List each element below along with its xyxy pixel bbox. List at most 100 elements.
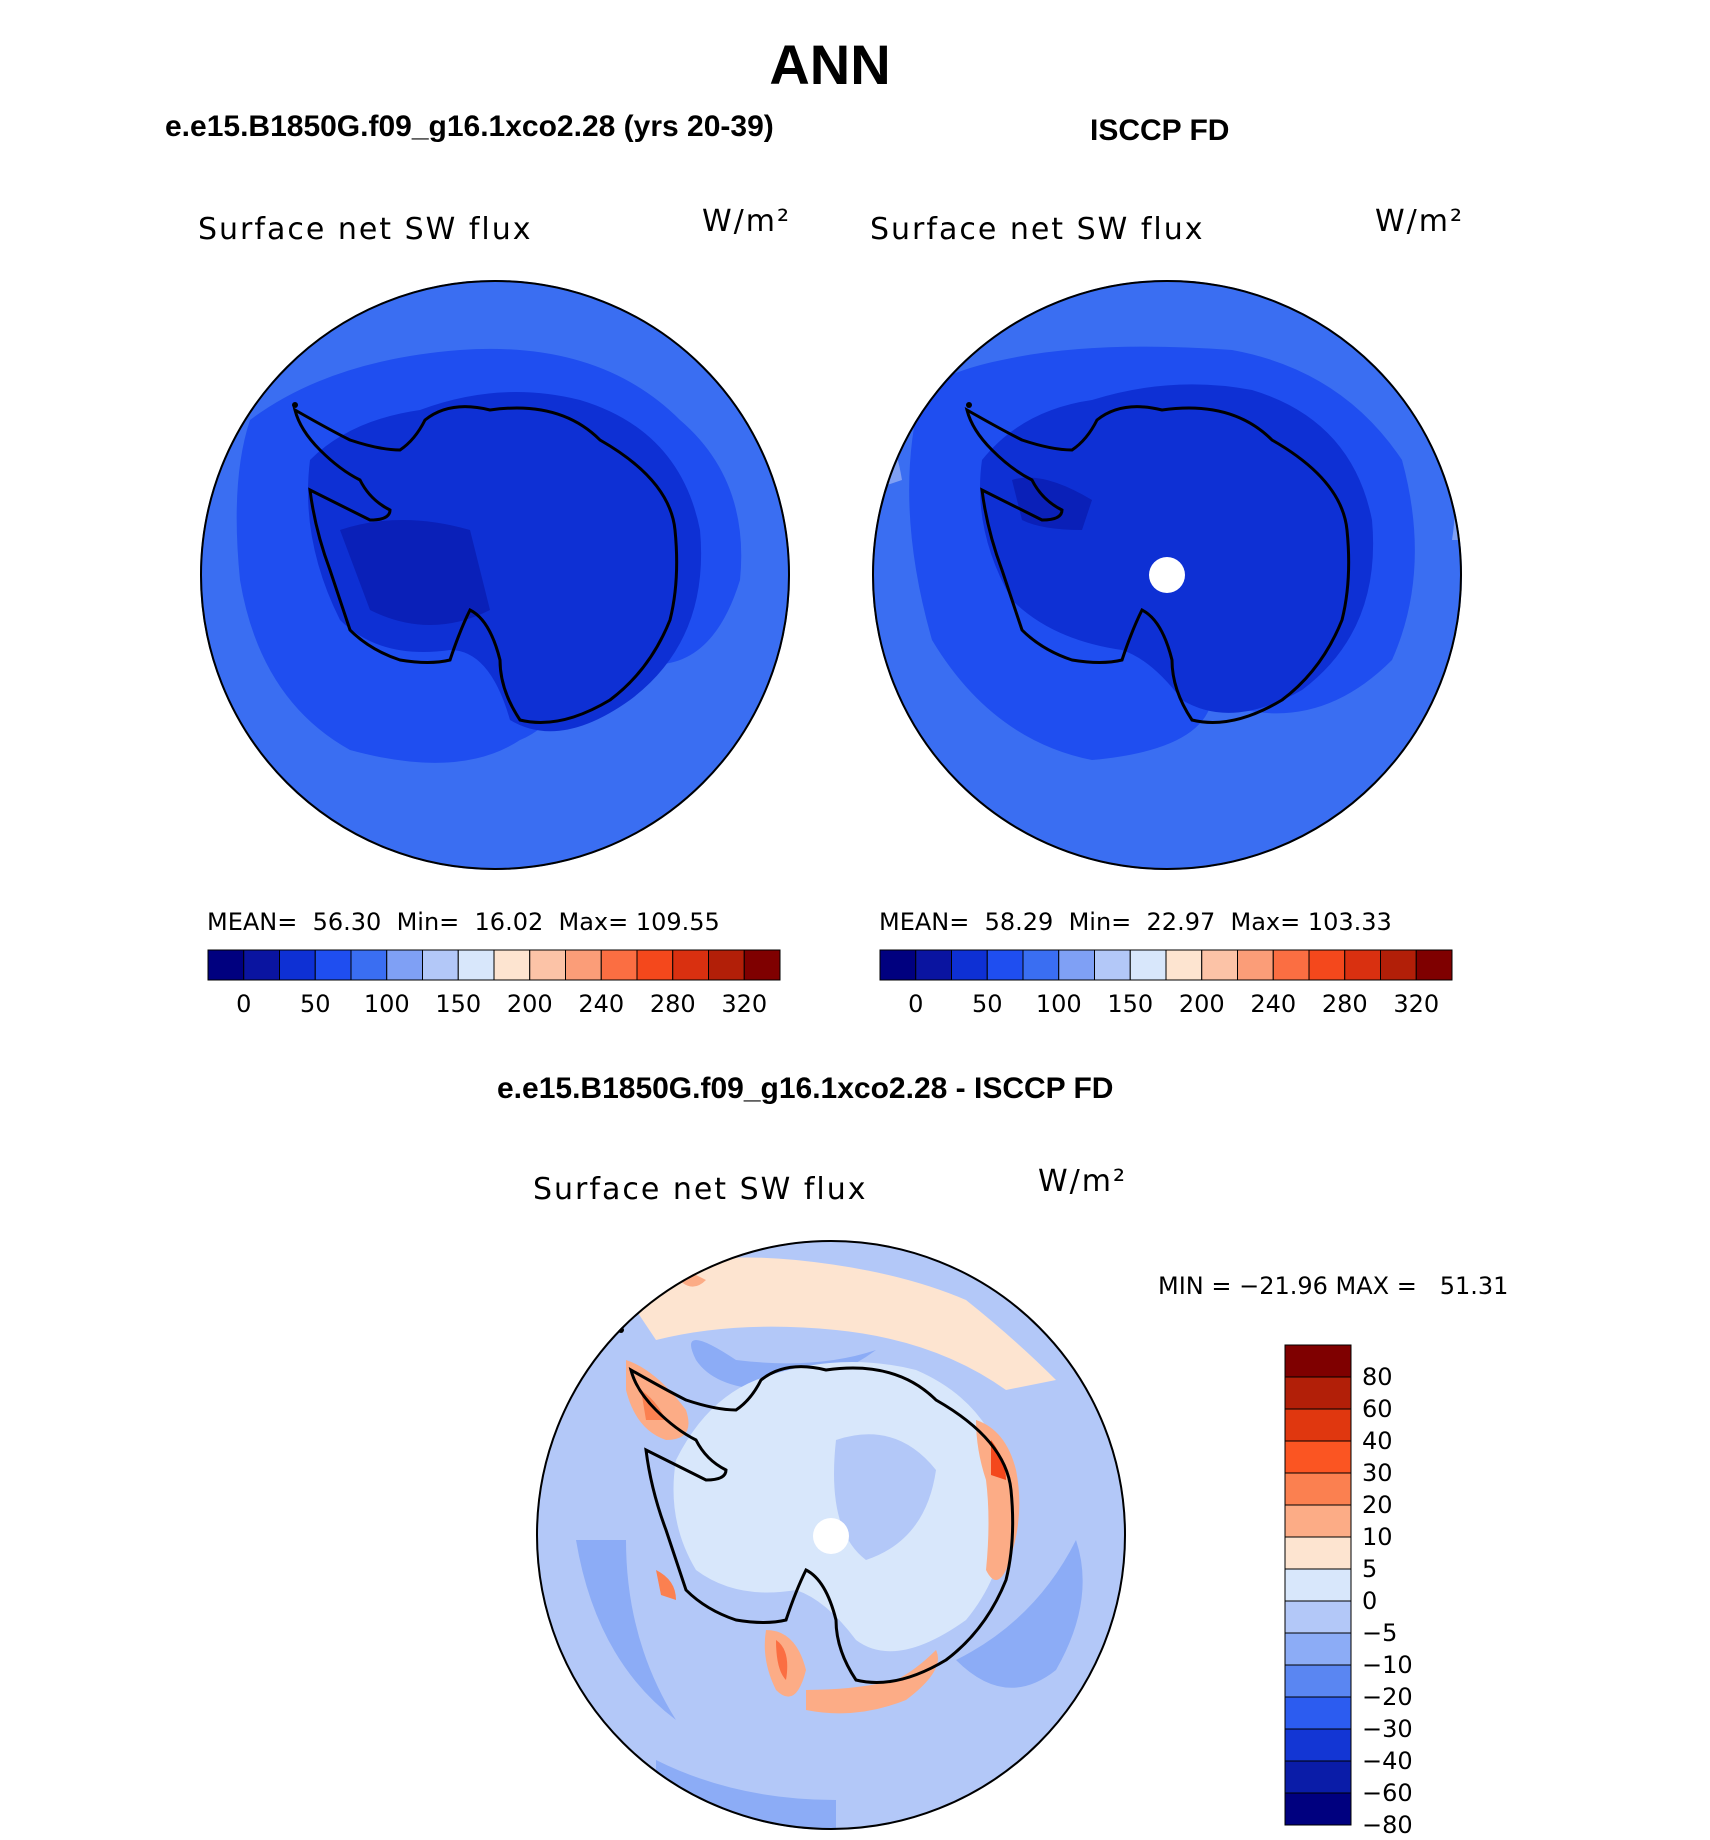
colorbar-swatch [708,949,745,981]
colorbar-swatch [1272,949,1310,981]
colorbar-tick-label: −30 [1362,1715,1413,1743]
obs-field-label: Surface net SW flux [870,212,1205,247]
model-field-label: Surface net SW flux [198,212,533,247]
diff-field-label: Surface net SW flux [533,1172,868,1207]
colorbar-swatch [1284,1344,1352,1378]
colorbar-swatch [314,949,352,981]
diff-colorbar-labels: 80 60 40 30 20 10 5 0 −5 −10 −20 −30 −40 −60 −80 [1362,1345,1442,1839]
colorbar-tick-label: 280 [1321,990,1368,1018]
model-stats: MEAN= 56.30 Min= 16.02 Max= 109.55 [207,908,720,936]
model-units-label: W/m² [702,204,792,239]
diff-polar-map [536,1240,1126,1830]
colorbar-swatch [1165,949,1203,981]
diff-east-coast-anomaly [976,1420,1020,1580]
diff-stats: MIN = −21.96 MAX = 51.31 [1158,1272,1509,1300]
colorbar-tick-label: 60 [1362,1395,1393,1423]
colorbar-swatch [1284,1568,1352,1602]
colorbar-swatch [1284,1376,1352,1410]
colorbar-tick-label: 20 [1362,1491,1393,1519]
colorbar-tick-label: 240 [1250,990,1297,1018]
colorbar-swatch [529,949,566,981]
obs-colorbar-labels: 0 50 100 150 200 240 280 320 [880,990,1452,1020]
colorbar-swatch [279,949,316,981]
model-colorbar [207,949,781,981]
colorbar-swatch [1380,949,1417,981]
diff-panel-title: e.e15.B1850G.f09_g16.1xco2.28 - ISCCP FD [497,1072,1114,1105]
colorbar-tick-label: 50 [299,990,331,1018]
colorbar-swatch [1058,949,1095,981]
obs-coastline [964,405,1351,724]
colorbar-tick-label: −20 [1362,1683,1413,1711]
colorbar-swatch [1237,949,1274,981]
colorbar-swatch [1284,1632,1352,1666]
colorbar-swatch [672,949,709,981]
colorbar-tick-label: −60 [1362,1779,1413,1807]
colorbar-swatch [1284,1536,1352,1570]
obs-polar-map [872,280,1462,870]
colorbar-swatch [1201,949,1238,981]
colorbar-swatch [636,949,674,981]
model-map-border [200,280,790,870]
obs-colorbar [879,949,1453,981]
model-panel-title: e.e15.B1850G.f09_g16.1xco2.28 (yrs 20-39… [165,110,774,143]
obs-units-label: W/m² [1375,204,1465,239]
colorbar-swatch [1284,1696,1352,1730]
colorbar-tick-label: 320 [721,990,768,1018]
model-continent-shading [308,392,702,732]
colorbar-tick-label: 200 [1178,990,1225,1018]
colorbar-swatch [1022,949,1060,981]
colorbar-swatch [1284,1728,1352,1762]
colorbar-swatch [1284,1600,1352,1634]
colorbar-swatch [879,949,917,981]
colorbar-tick-label: 150 [1107,990,1154,1018]
colorbar-swatch [1284,1504,1352,1538]
obs-continent-shading [980,384,1374,713]
diff-units-label: W/m² [1038,1164,1128,1199]
colorbar-swatch [1129,949,1167,981]
colorbar-tick-label: 280 [649,990,696,1018]
obs-pole-mask [1149,557,1185,593]
diff-peninsula-anomaly [626,1360,689,1440]
model-polar-map [200,280,790,870]
diff-pole-mask [813,1518,849,1554]
colorbar-swatch [565,949,602,981]
colorbar-swatch [1284,1408,1352,1442]
colorbar-swatch [951,949,988,981]
model-coastline [292,405,679,724]
colorbar-tick-label: 0 [1362,1587,1378,1615]
colorbar-swatch [915,949,952,981]
colorbar-tick-label: 100 [363,990,410,1018]
colorbar-swatch [457,949,495,981]
colorbar-tick-label: 240 [578,990,625,1018]
colorbar-tick-label: 200 [506,990,553,1018]
colorbar-swatch [350,949,388,981]
colorbar-swatch [207,949,245,981]
colorbar-tick-label: 40 [1362,1427,1393,1455]
model-dark-region [340,520,490,625]
colorbar-tick-label: −80 [1362,1811,1413,1839]
obs-panel-title: ISCCP FD [1090,114,1230,147]
colorbar-tick-label: 150 [435,990,482,1018]
colorbar-swatch [422,949,459,981]
colorbar-swatch [243,949,280,981]
colorbar-tick-label: 0 [908,990,924,1018]
colorbar-swatch [1284,1440,1352,1474]
colorbar-swatch [600,949,638,981]
colorbar-swatch [986,949,1024,981]
colorbar-swatch [1284,1664,1352,1698]
diff-map-border [536,1240,1126,1830]
colorbar-swatch [1284,1472,1352,1506]
diff-positive-band [616,1257,1056,1390]
colorbar-swatch [743,949,781,981]
colorbar-tick-label: −5 [1362,1619,1398,1647]
figure-title: ANN [769,33,891,96]
colorbar-tick-label: 100 [1035,990,1082,1018]
model-colorbar-labels: 0 50 100 150 200 240 280 320 [208,990,780,1020]
diff-colorbar [1284,1344,1352,1826]
colorbar-tick-label: 5 [1362,1555,1378,1583]
colorbar-swatch [1284,1760,1352,1794]
colorbar-tick-label: 0 [236,990,252,1018]
colorbar-tick-label: −40 [1362,1747,1413,1775]
colorbar-swatch [1344,949,1381,981]
colorbar-swatch [386,949,423,981]
